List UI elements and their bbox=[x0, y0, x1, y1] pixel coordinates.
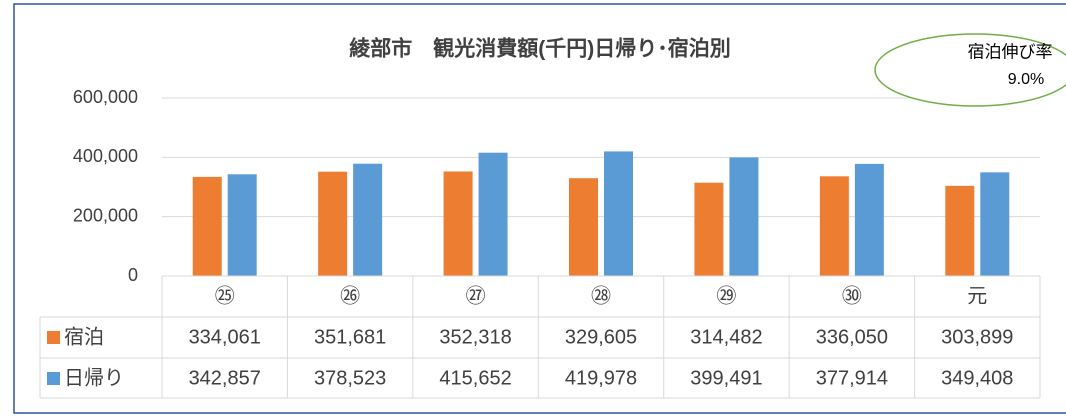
table-value: 351,681 bbox=[314, 326, 386, 348]
bar bbox=[945, 185, 975, 276]
bar bbox=[443, 171, 473, 276]
table-value: 314,482 bbox=[690, 326, 762, 348]
bar bbox=[694, 182, 724, 276]
table-value: 334,061 bbox=[189, 326, 261, 348]
y-tick-label: 0 bbox=[128, 265, 138, 285]
bar bbox=[192, 176, 222, 276]
bar bbox=[569, 178, 598, 276]
table-value: 378,523 bbox=[314, 367, 386, 389]
bar bbox=[227, 174, 257, 276]
x-tick-label: ㉚ bbox=[842, 284, 862, 307]
bar bbox=[729, 157, 759, 276]
table-value: 352,318 bbox=[439, 326, 511, 348]
annotation-bubble bbox=[874, 33, 1066, 107]
x-tick-label: ㉙ bbox=[716, 284, 736, 307]
table-value: 329,605 bbox=[565, 326, 637, 348]
y-tick-label: 400,000 bbox=[73, 146, 138, 166]
bar bbox=[819, 176, 849, 276]
x-tick-label: ㉗ bbox=[466, 284, 486, 307]
table-value: 349,408 bbox=[941, 367, 1013, 389]
chart-title: 綾部市 観光消費額(千円)日帰り･宿泊別 bbox=[349, 37, 731, 61]
legend-swatch bbox=[47, 331, 60, 344]
bar bbox=[604, 151, 633, 276]
table-value: 336,050 bbox=[816, 326, 888, 348]
legend-label: 宿泊 bbox=[64, 325, 104, 348]
table-value: 377,914 bbox=[816, 367, 888, 389]
table-value: 399,491 bbox=[690, 367, 762, 389]
annotation-label: 宿泊伸び率 bbox=[968, 42, 1053, 61]
table-value: 303,899 bbox=[941, 326, 1013, 348]
bar bbox=[318, 171, 348, 276]
bar bbox=[353, 163, 383, 276]
legend-label: 日帰り bbox=[64, 366, 124, 389]
x-tick-label: ㉖ bbox=[340, 284, 360, 307]
table-value: 419,978 bbox=[565, 367, 637, 389]
table-value: 415,652 bbox=[439, 367, 511, 389]
bar bbox=[980, 172, 1010, 276]
y-tick-label: 600,000 bbox=[73, 87, 138, 107]
bar bbox=[478, 152, 508, 276]
bar bbox=[854, 163, 884, 276]
x-tick-label: 元 bbox=[967, 285, 987, 307]
y-tick-label: 200,000 bbox=[73, 205, 138, 225]
annotation-value: 9.0% bbox=[1008, 71, 1044, 88]
table-value: 342,857 bbox=[189, 367, 261, 389]
x-tick-label: ㉘ bbox=[591, 284, 611, 307]
legend-swatch bbox=[47, 372, 60, 385]
x-tick-label: ㉕ bbox=[215, 284, 235, 307]
